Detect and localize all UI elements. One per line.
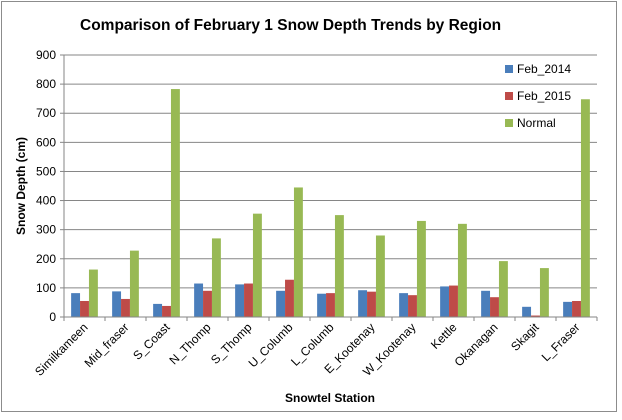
y-tick-label: 400 [36, 194, 56, 208]
axes [63, 55, 597, 318]
legend-label: Normal [517, 116, 556, 130]
legend-swatch [505, 119, 513, 127]
bar-feb-2014 [153, 303, 163, 317]
bar-feb-2015 [367, 291, 376, 317]
y-tick-label: 200 [36, 252, 56, 266]
bar-feb-2014 [522, 306, 532, 317]
bar-normal [457, 223, 467, 317]
bar-normal [293, 187, 303, 317]
bar-feb-2015 [162, 305, 171, 317]
y-tick-labels: 0 100 200 300 400 500 600 700 800 900 [36, 48, 56, 324]
bar-feb-2014 [563, 301, 573, 317]
y-tick-label: 800 [36, 77, 56, 91]
bar-feb-2014 [71, 293, 81, 317]
bar-normal [498, 261, 508, 317]
legend-swatch [505, 65, 513, 73]
bar-feb-2014 [399, 293, 409, 317]
y-tick-label: 700 [36, 106, 56, 120]
bar-feb-2014 [440, 286, 450, 317]
bar-normal [580, 99, 590, 317]
bar-feb-2014 [194, 283, 204, 317]
bar-feb-2014 [358, 290, 368, 317]
y-tick-label: 300 [36, 223, 56, 237]
legend-swatch [505, 92, 513, 100]
bar-feb-2015 [285, 279, 294, 317]
bar-feb-2015 [121, 298, 130, 317]
bar-normal [416, 220, 426, 317]
bar-feb-2015 [80, 300, 89, 317]
bar-normal [539, 268, 549, 317]
y-tick-label: 100 [36, 281, 56, 295]
bar-normal [334, 215, 344, 317]
bar-feb-2015 [326, 293, 335, 317]
bar-feb-2014 [112, 291, 122, 317]
bar-normal [211, 238, 221, 317]
chart-border [1, 1, 617, 412]
bar-feb-2015 [408, 295, 417, 317]
bar-feb-2014 [276, 290, 286, 317]
legend-label: Feb_2014 [517, 62, 571, 76]
legend-label: Feb_2015 [517, 89, 571, 103]
bar-feb-2014 [235, 284, 245, 317]
bar-feb-2015 [490, 297, 499, 317]
y-tick-label: 600 [36, 135, 56, 149]
grid [60, 54, 598, 321]
chart-title: Comparison of February 1 Snow Depth Tren… [80, 17, 501, 34]
bar-feb-2015 [572, 300, 581, 317]
bar-feb-2014 [481, 290, 491, 317]
y-tick-label: 0 [49, 310, 56, 324]
bar-normal [170, 89, 180, 317]
bar-feb-2015 [531, 315, 540, 317]
y-tick-label: 900 [36, 48, 56, 62]
bar-normal [375, 235, 385, 317]
y-axis-title: Snow Depth (cm) [14, 137, 28, 235]
bar-feb-2014 [317, 293, 327, 317]
bar-feb-2015 [203, 290, 212, 317]
bars [71, 89, 590, 317]
bar-normal [129, 250, 139, 317]
x-axis-title: Snowtel Station [285, 391, 375, 405]
bar-normal [88, 269, 98, 317]
bar-feb-2015 [244, 283, 253, 317]
y-tick-label: 500 [36, 164, 56, 178]
bar-feb-2015 [449, 285, 458, 317]
bar-normal [252, 213, 262, 317]
legend: Feb_2014 Feb_2015 Normal [505, 62, 571, 130]
